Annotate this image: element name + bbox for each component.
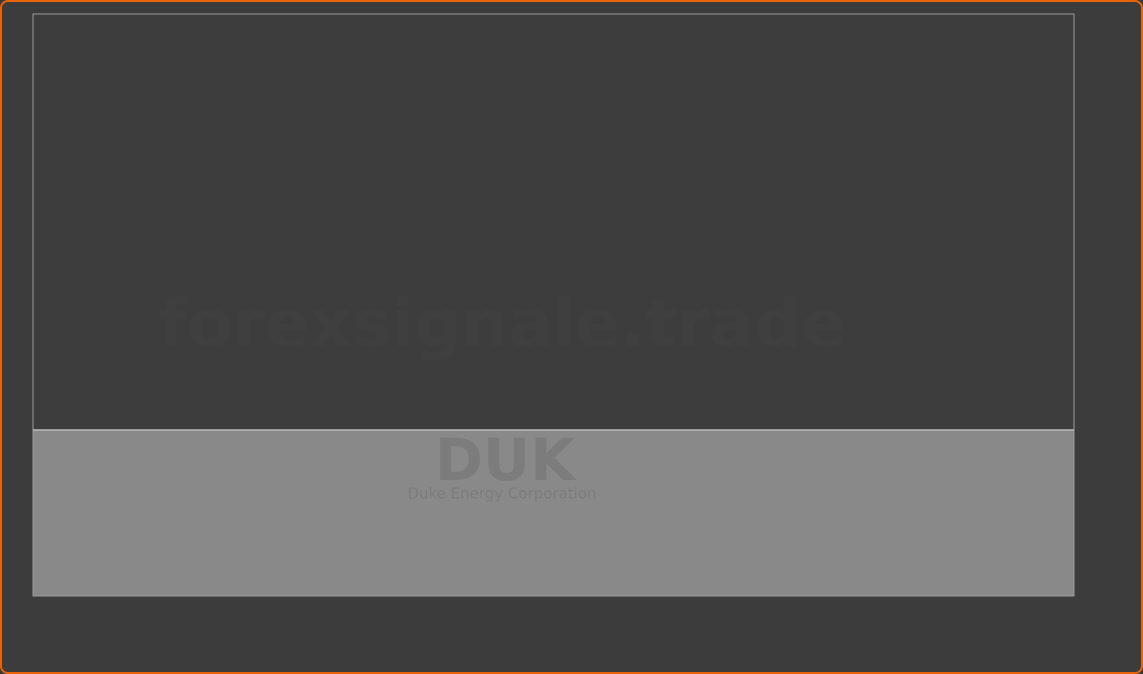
watermark-symbol: DUK <box>435 426 577 494</box>
volume-panel <box>33 430 1074 596</box>
plot-border <box>32 13 1075 597</box>
watermark-site: forexsignale.trade <box>158 285 846 362</box>
watermark-company: Duke Energy Corporation <box>407 485 596 503</box>
price-panel <box>33 14 1074 430</box>
watermark: forexsignale.trade DUK Duke Energy Corpo… <box>158 285 846 502</box>
